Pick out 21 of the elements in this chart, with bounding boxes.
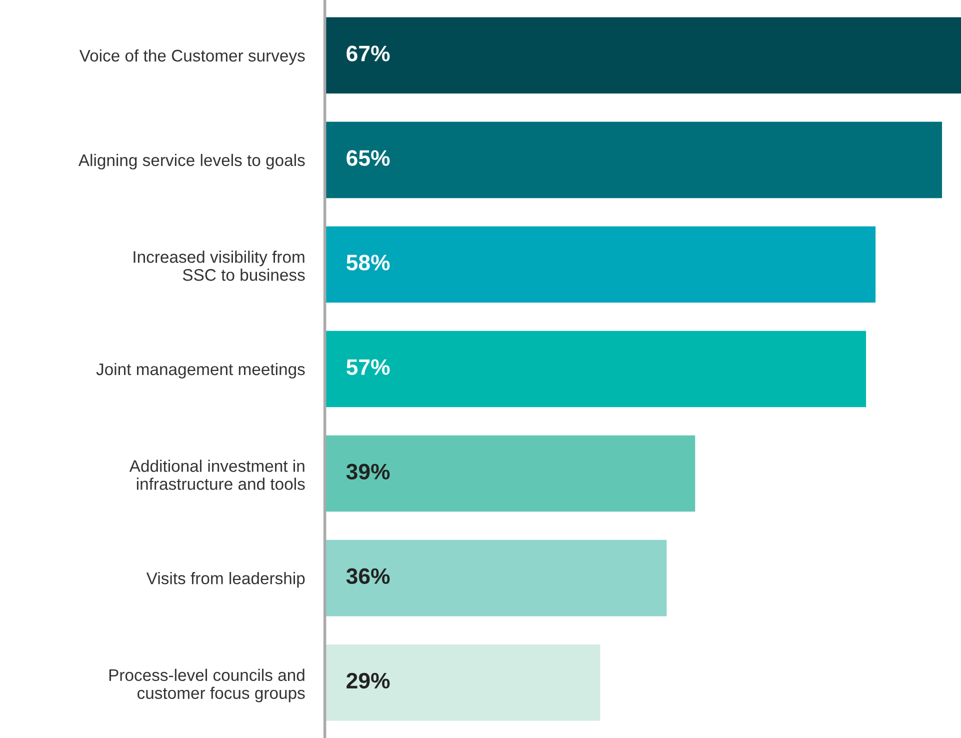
bar xyxy=(324,540,667,616)
data-label: 36% xyxy=(346,568,390,584)
bar xyxy=(324,330,866,408)
y-tick-label: Increased visibility from SSC to business xyxy=(134,250,305,281)
bar xyxy=(324,644,600,721)
bar xyxy=(324,122,942,198)
y-tick-label: Process-level councils and customer focus groups xyxy=(109,668,305,702)
y-tick-label: Joint management meetings xyxy=(96,362,305,378)
data-label: 67% xyxy=(346,46,390,62)
bar xyxy=(324,226,876,303)
data-label: 58% xyxy=(346,254,390,270)
bar xyxy=(324,435,696,512)
bar xyxy=(324,17,961,94)
data-label: 29% xyxy=(346,672,390,689)
data-label: 39% xyxy=(346,464,390,480)
y-tick-label: Voice of the Customer surveys xyxy=(79,49,305,65)
data-label: 65% xyxy=(346,150,390,166)
data-label: 57% xyxy=(346,359,390,375)
y-tick-label: Additional investment in infrastructure and tools xyxy=(129,460,305,490)
y-tick-label: Aligning service levels to goals xyxy=(78,154,305,170)
y-tick-label: Visits from leadership xyxy=(146,572,305,588)
